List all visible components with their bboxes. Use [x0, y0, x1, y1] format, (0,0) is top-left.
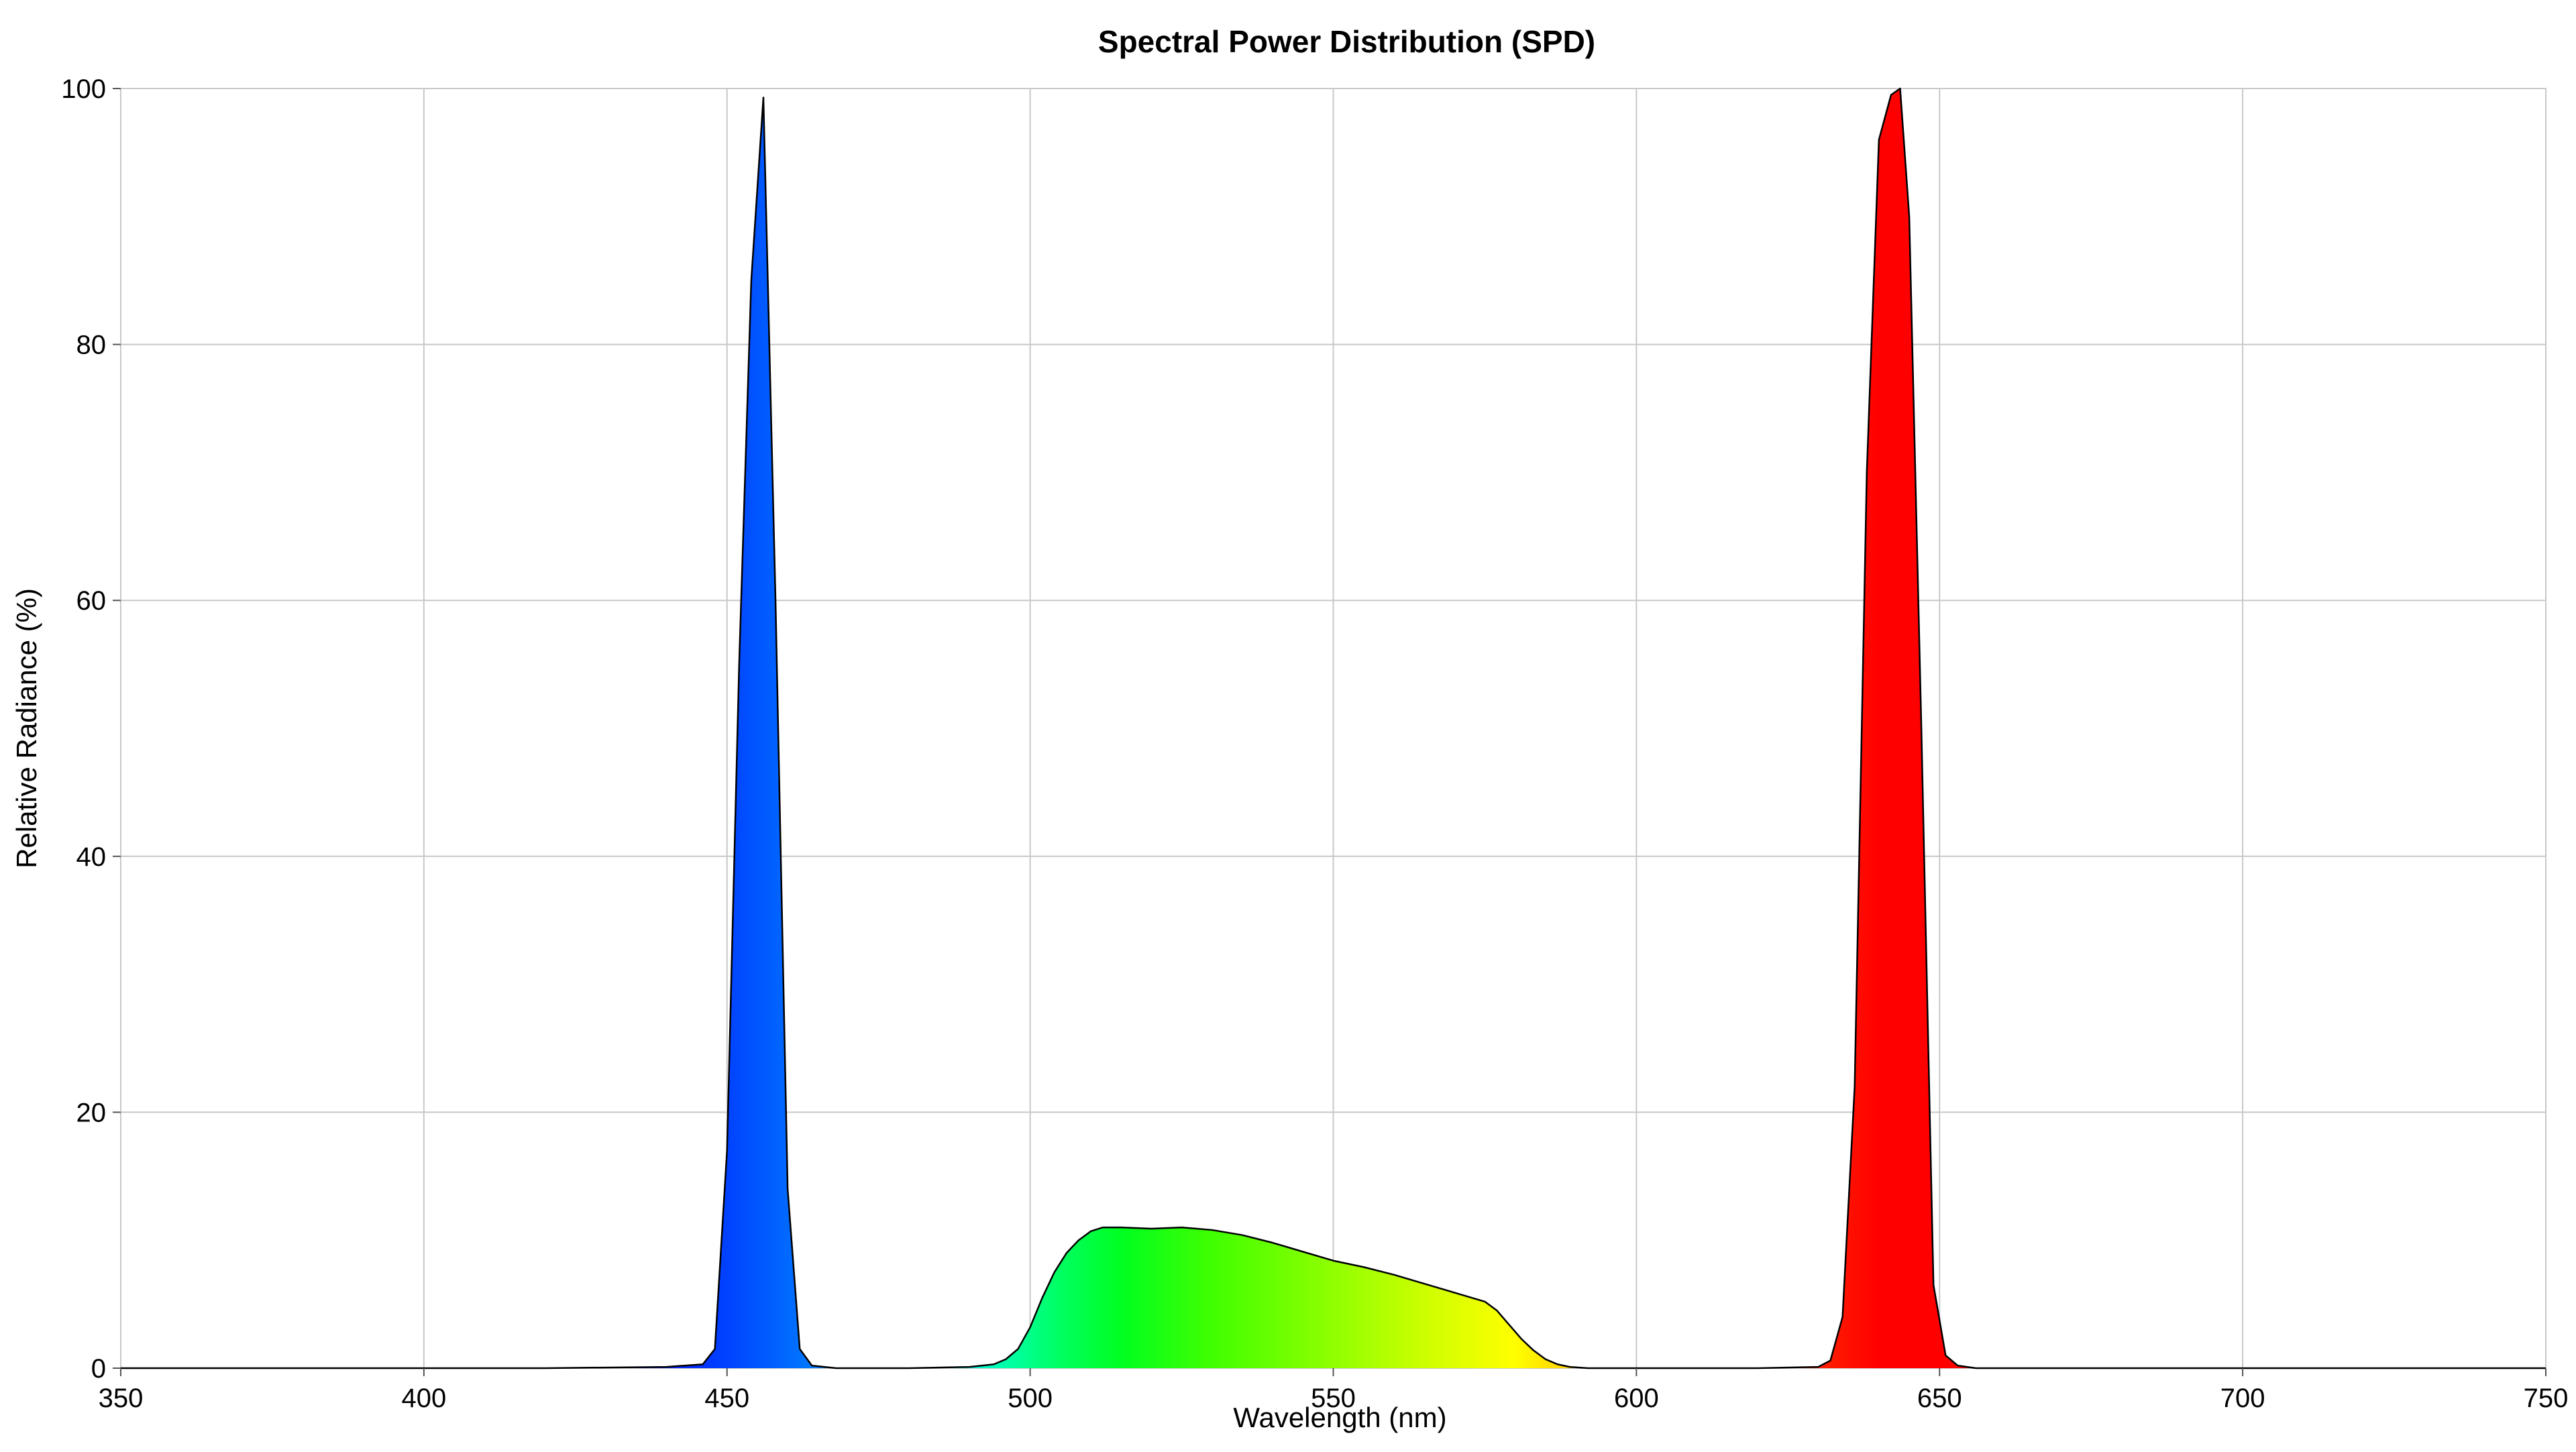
- y-tick-label: 100: [61, 74, 106, 104]
- y-axis-label: Relative Radiance (%): [11, 588, 42, 869]
- spd-series-line: [121, 87, 2546, 1370]
- x-tick-label: 350: [99, 1384, 144, 1413]
- x-tick-label: 750: [2524, 1384, 2569, 1413]
- x-tick-label: 600: [1614, 1384, 1659, 1413]
- x-tick-label: 500: [1008, 1384, 1053, 1413]
- x-tick-label: 650: [1917, 1384, 1962, 1413]
- chart-title: Spectral Power Distribution (SPD): [1098, 24, 1595, 59]
- x-tick-label: 550: [1311, 1384, 1356, 1413]
- x-tick-label: 400: [402, 1384, 447, 1413]
- y-tick-label: 0: [91, 1354, 106, 1384]
- x-tick-label: 700: [2220, 1384, 2265, 1413]
- y-tick-label: 60: [76, 586, 107, 616]
- x-axis-ticks: 350 400 450 500 550 600 650 700 750: [99, 1368, 2569, 1413]
- y-tick-label: 40: [76, 842, 107, 872]
- x-tick-label: 450: [704, 1384, 749, 1413]
- y-tick-label: 80: [76, 331, 107, 360]
- y-axis-ticks: 0 20 40 60 80 100: [61, 74, 121, 1384]
- y-tick-label: 20: [76, 1098, 107, 1127]
- x-axis-label: Wavelength (nm): [1233, 1402, 1446, 1433]
